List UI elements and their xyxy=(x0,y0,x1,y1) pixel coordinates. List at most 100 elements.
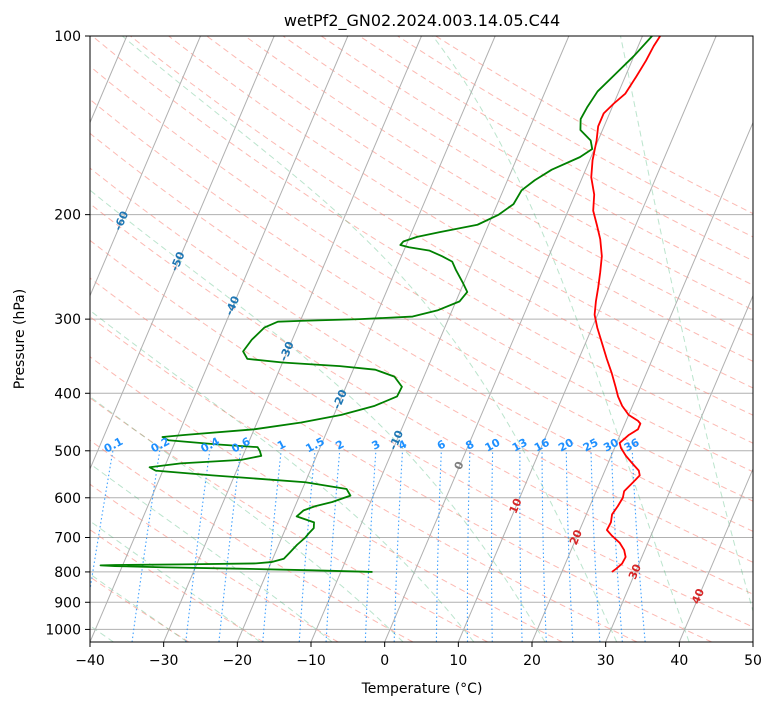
mixing-ratio-label: 0.1 xyxy=(102,435,125,456)
dry-adiabat xyxy=(130,36,753,416)
temperature-line xyxy=(590,36,661,573)
y-tick-label: 800 xyxy=(54,565,81,581)
dry-adiabat xyxy=(90,439,414,642)
mixing-ratio-label: 10 xyxy=(483,436,503,455)
y-axis-label: Pressure (hPa) xyxy=(12,289,28,389)
mixing-ratio-line xyxy=(325,450,341,642)
mixing-ratio-label: 13 xyxy=(510,436,530,455)
moist-adiabat xyxy=(90,395,404,642)
mixing-ratio-line xyxy=(90,450,114,594)
x-tick-label: 30 xyxy=(597,653,615,669)
x-tick-label: 40 xyxy=(670,653,688,669)
x-axis-label: Temperature (°C) xyxy=(361,681,483,697)
dry-adiabat xyxy=(91,36,753,444)
dry-adiabat xyxy=(90,132,753,532)
x-axis-ticks: −40 −30 −20 −10 0 10 20 30 40 50 xyxy=(75,642,762,669)
isotherm-label: -20 xyxy=(330,387,350,411)
dry-adiabat xyxy=(90,529,264,642)
isotherm-label: -50 xyxy=(168,249,188,273)
dry-adiabats xyxy=(90,36,753,642)
dry-adiabat xyxy=(90,316,638,642)
dry-adiabat xyxy=(90,397,488,642)
dewpoint-line xyxy=(99,36,653,573)
x-tick-label: −10 xyxy=(296,653,326,669)
isotherm-line xyxy=(310,36,570,642)
dry-adiabat xyxy=(90,239,753,628)
mixing-ratio-line xyxy=(435,450,442,642)
dry-adiabat xyxy=(244,36,753,336)
mixing-ratio-line xyxy=(610,450,623,642)
moist-adiabat xyxy=(620,36,753,613)
isotherm-line xyxy=(90,36,349,642)
mixing-ratio-label: 0.4 xyxy=(199,435,223,456)
dry-adiabat xyxy=(359,36,753,262)
y-tick-label: 1000 xyxy=(45,622,81,638)
mixing-ratio-line xyxy=(185,450,211,642)
mixing-ratio-line xyxy=(298,450,316,642)
mixing-ratio-line xyxy=(364,450,377,642)
plot-frame xyxy=(89,35,754,643)
moist-adiabat xyxy=(90,309,475,642)
mixing-ratio-label: 20 xyxy=(556,436,576,455)
dry-adiabat xyxy=(90,356,563,642)
mixing-ratio-line xyxy=(565,450,574,642)
isotherm-line xyxy=(384,36,643,642)
mixing-ratio-label: 25 xyxy=(581,436,601,455)
dry-adiabat xyxy=(90,203,753,595)
mixing-ratio-line xyxy=(466,450,471,642)
isotherm-line xyxy=(531,121,753,642)
mixing-ratio-line xyxy=(631,450,646,642)
moist-adiabat xyxy=(90,189,546,642)
mixing-ratio-label: 30 xyxy=(601,436,621,455)
isotherm-line xyxy=(457,36,717,642)
sounding-series xyxy=(99,36,661,573)
pressure-gridlines xyxy=(90,36,753,630)
y-tick-label: 200 xyxy=(54,208,81,224)
isotherm-label: -60 xyxy=(111,209,131,233)
mixing-ratio-line xyxy=(519,450,523,642)
isotherm-line xyxy=(90,36,201,297)
dry-adiabat xyxy=(282,36,753,311)
y-tick-label: 400 xyxy=(54,386,81,402)
x-tick-label: −40 xyxy=(75,653,105,669)
dry-adiabat xyxy=(90,483,339,642)
y-tick-label: 300 xyxy=(54,312,81,328)
x-tick-label: −20 xyxy=(223,653,253,669)
isotherm-label: 40 xyxy=(689,586,707,605)
isotherm-line xyxy=(678,467,753,642)
isotherms xyxy=(90,36,753,642)
mixing-ratio-lines xyxy=(90,450,646,642)
y-tick-label: 700 xyxy=(54,531,81,547)
mixing-ratio-label: 1.5 xyxy=(303,435,326,456)
isotherm-label: -30 xyxy=(277,339,297,363)
x-tick-label: 20 xyxy=(523,653,541,669)
x-tick-label: −30 xyxy=(149,653,179,669)
mixing-ratio-line xyxy=(491,450,494,642)
mixing-ratio-label: 0.6 xyxy=(229,435,253,456)
mixing-ratio-line xyxy=(590,450,601,642)
isotherm-line xyxy=(163,36,422,642)
moist-adiabat xyxy=(90,463,333,642)
mixing-ratio-label: 36 xyxy=(622,436,642,455)
y-tick-label: 500 xyxy=(54,444,81,460)
mixing-ratio-line xyxy=(262,450,282,642)
dry-adiabat xyxy=(90,98,753,502)
isotherm-line xyxy=(90,36,275,471)
x-tick-label: 50 xyxy=(744,653,762,669)
dry-adiabat xyxy=(90,576,190,642)
mixing-ratio-label: 16 xyxy=(532,436,552,455)
dry-adiabat xyxy=(90,277,712,642)
isotherm-label: 20 xyxy=(567,527,585,546)
x-tick-label: 10 xyxy=(449,653,467,669)
y-tick-label: 600 xyxy=(54,491,81,507)
moist-adiabat xyxy=(90,520,261,642)
isotherm-label: 10 xyxy=(507,496,525,515)
isotherm-label: 30 xyxy=(626,562,644,581)
mixing-ratio-line xyxy=(218,450,242,642)
line-annotations: 0.10.20.40.611.52346810131620253036-100-… xyxy=(102,209,707,606)
isotherm-line xyxy=(236,36,496,642)
plot-area: 0.10.20.40.611.52346810131620253036-100-… xyxy=(90,36,753,642)
moist-adiabats xyxy=(90,36,753,642)
y-tick-label: 900 xyxy=(54,595,81,611)
